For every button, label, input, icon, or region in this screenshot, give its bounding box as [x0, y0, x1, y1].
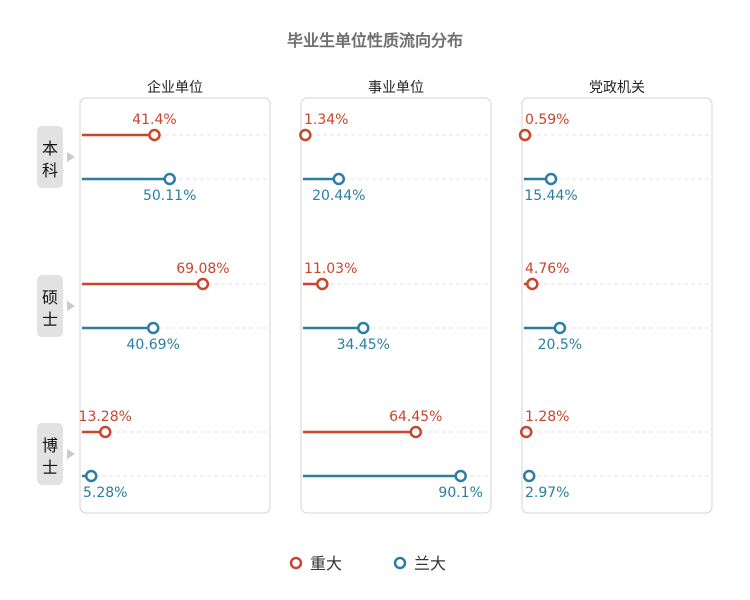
chart-panels: 企业单位 41.4% 50.11% 69.08% 40.69% 13.28% 5.28% 事业… — [79, 79, 713, 514]
row-label-tab — [37, 126, 63, 188]
row-label-tab — [37, 275, 63, 337]
lollipop-dot — [454, 469, 467, 483]
lollipop-dot — [409, 425, 423, 439]
row-label: 本科 — [37, 126, 75, 188]
lollipop-dot — [316, 277, 329, 291]
data-label: 90.1% — [438, 485, 482, 501]
lollipop-dot — [98, 425, 112, 439]
legend-item: 兰大 — [393, 554, 446, 573]
lollipop-dot — [196, 277, 210, 291]
data-label: 64.45% — [389, 409, 442, 425]
data-label: 4.76% — [525, 261, 569, 277]
row-label-text: 硕士 — [42, 288, 58, 329]
column-header: 企业单位 — [147, 79, 203, 96]
row-label-text: 博士 — [42, 436, 58, 477]
legend-marker-icon — [289, 556, 303, 570]
lollipop-dot — [518, 128, 532, 142]
row-pointer-icon — [67, 301, 75, 311]
row-pointer-icon — [67, 449, 75, 459]
legend-label: 兰大 — [414, 554, 446, 573]
lollipop-dot — [526, 277, 539, 291]
legend-label: 重大 — [310, 554, 342, 573]
legend: 重大 兰大 — [289, 554, 446, 573]
data-label: 13.28% — [79, 409, 132, 425]
panel-2: 党政机关 0.59% 15.44% 4.76% 20.5% 1.28% 2.97% — [518, 80, 713, 514]
data-label: 0.59% — [525, 112, 569, 128]
row-label: 硕士 — [37, 275, 75, 337]
row-label-text: 本科 — [42, 139, 58, 180]
column-header: 事业单位 — [368, 80, 424, 96]
data-label: 34.45% — [337, 337, 390, 353]
data-label: 11.03% — [304, 261, 357, 277]
legend-item: 重大 — [289, 554, 342, 573]
data-label: 41.4% — [132, 112, 176, 128]
panel-frame — [300, 97, 492, 514]
row-pointer-icon — [67, 152, 75, 162]
lollipop-dot — [146, 321, 160, 335]
column-header: 党政机关 — [589, 80, 645, 96]
lollipop-dot — [299, 128, 312, 142]
lollipop-dot — [544, 172, 558, 186]
lollipop-dot — [522, 469, 536, 483]
data-label: 15.44% — [524, 188, 577, 204]
lollipop-dot — [148, 128, 161, 142]
lollipop-dot — [84, 469, 98, 483]
data-label: 1.28% — [525, 409, 569, 425]
panel-frame — [79, 97, 271, 514]
panel-frame — [521, 97, 713, 514]
panel-1: 事业单位 1.34% 20.44% 11.03% 34.45% 64.45% 90.1% — [299, 80, 492, 514]
lollipop-dot — [163, 172, 176, 186]
data-label: 2.97% — [525, 485, 569, 501]
row-label: 博士 — [37, 423, 75, 485]
data-label: 5.28% — [83, 485, 127, 501]
panel-0: 企业单位 41.4% 50.11% 69.08% 40.69% 13.28% 5.28% — [79, 79, 271, 514]
row-label-tab — [37, 423, 63, 485]
chart-title: 毕业生单位性质流向分布 — [287, 31, 463, 50]
lollipop-dot — [553, 321, 567, 335]
data-label: 50.11% — [143, 188, 196, 204]
lollipop-dot — [519, 425, 533, 439]
data-label: 69.08% — [176, 261, 229, 277]
data-label: 20.5% — [538, 337, 582, 353]
data-label: 20.44% — [312, 188, 365, 204]
data-label: 1.34% — [304, 112, 348, 128]
legend-marker-icon — [393, 556, 407, 570]
lollipop-dot — [357, 321, 370, 335]
lollipop-dot — [332, 172, 346, 186]
data-label: 40.69% — [127, 337, 180, 353]
